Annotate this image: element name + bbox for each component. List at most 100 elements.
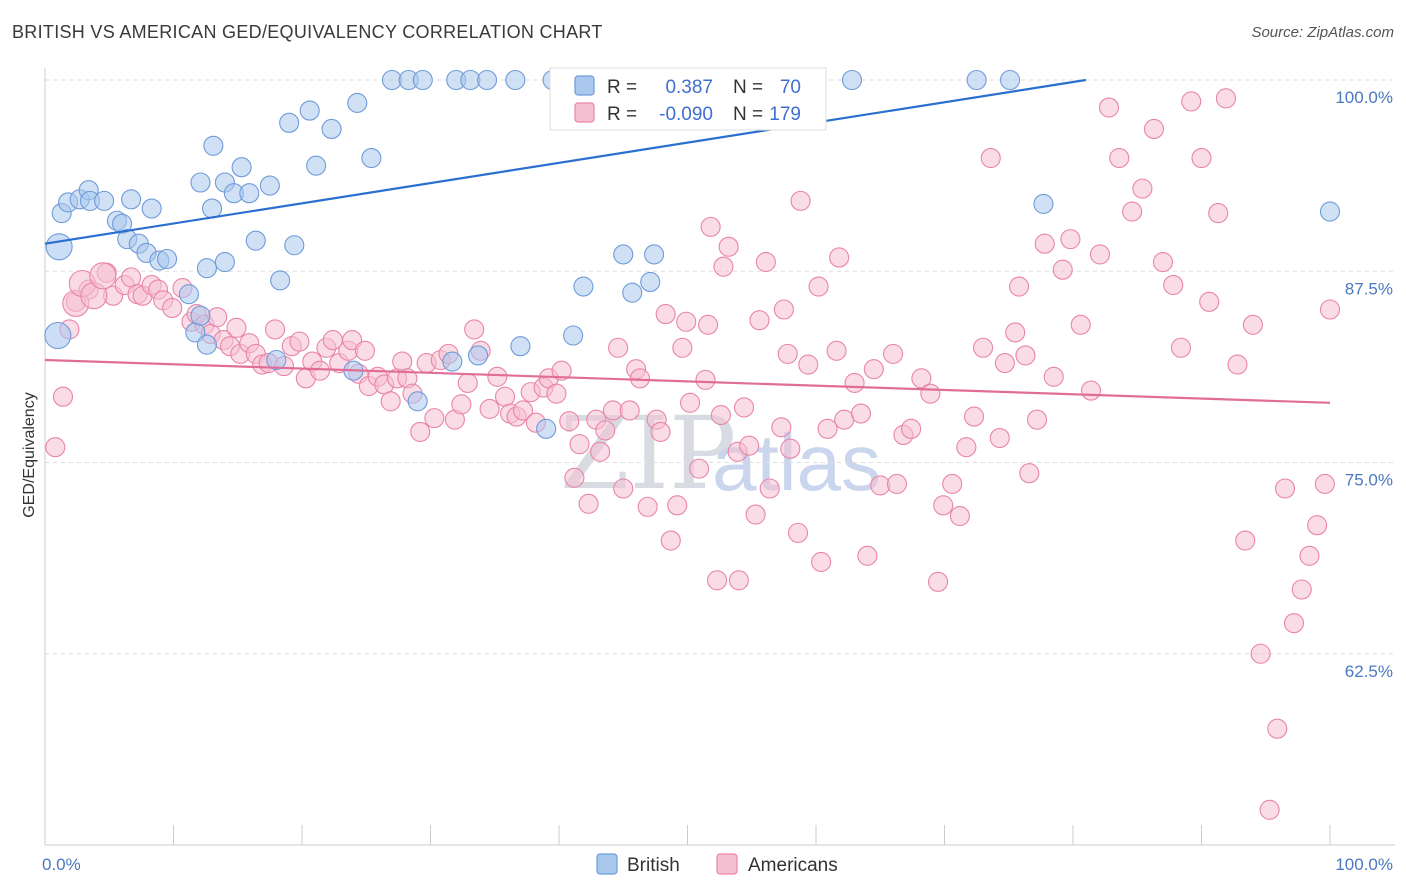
y-axis-label: GED/Equivalency — [21, 392, 38, 517]
british-point — [202, 198, 223, 219]
americans-point — [928, 571, 949, 592]
british-point — [259, 175, 280, 196]
british-point — [196, 258, 217, 279]
british-point — [510, 336, 531, 357]
chart-title: BRITISH VS AMERICAN GED/EQUIVALENCY CORR… — [12, 22, 603, 42]
americans-point — [749, 310, 770, 331]
x-tick-label-min: 0.0% — [42, 855, 81, 874]
british-point — [178, 284, 199, 305]
x-axis-ticks — [44, 825, 1331, 845]
americans-point — [1215, 88, 1236, 109]
bottom-legend-swatch-british — [596, 853, 618, 875]
british-point — [476, 69, 498, 91]
british-point — [203, 135, 224, 156]
americans-point — [829, 247, 850, 268]
british-point — [279, 112, 300, 133]
americans-point — [410, 421, 431, 442]
british-point — [622, 282, 643, 303]
americans-point — [667, 495, 688, 516]
british-point — [412, 69, 433, 91]
watermark-atlas: atlas — [712, 418, 881, 507]
british-point — [613, 244, 634, 265]
y-axis-tick-labels: 62.5% 75.0% 87.5% 100.0% — [1335, 88, 1393, 681]
americans-point — [718, 236, 739, 257]
americans-point — [207, 307, 228, 328]
americans-point — [700, 216, 721, 237]
americans-point — [619, 400, 640, 421]
legend-british-r-value: 0.387 — [665, 77, 713, 98]
british-point — [1033, 193, 1054, 214]
british-point — [407, 391, 428, 412]
bottom-legend-british: British — [627, 855, 680, 876]
americans-point — [911, 368, 932, 389]
americans-point — [798, 354, 819, 375]
americans-point — [52, 386, 74, 407]
british-point — [442, 351, 463, 372]
americans-point — [1235, 530, 1256, 551]
americans-point — [689, 458, 710, 479]
british-point — [361, 147, 382, 169]
british-point — [467, 345, 489, 366]
british-point — [640, 271, 661, 293]
americans-point — [920, 383, 941, 404]
british-point — [347, 92, 368, 113]
americans-point — [226, 317, 247, 338]
legend-swatch-americans — [574, 102, 595, 123]
americans-point — [1170, 337, 1191, 358]
x-tick-label-max: 100.0% — [1335, 855, 1393, 874]
legend-americans-r-value: -0.090 — [659, 104, 713, 125]
americans-point — [773, 299, 794, 320]
americans-point — [1143, 118, 1165, 140]
americans-point — [487, 366, 508, 387]
americans-point — [676, 311, 697, 332]
british-point — [999, 69, 1021, 91]
americans-point — [578, 493, 599, 514]
americans-point — [608, 337, 629, 358]
americans-point — [707, 570, 728, 591]
americans-trend-line — [44, 358, 1331, 404]
americans-point — [1070, 314, 1091, 335]
americans-point — [1314, 473, 1335, 494]
americans-point — [1043, 366, 1064, 387]
americans-point — [559, 411, 580, 432]
british-point — [1319, 201, 1341, 222]
americans-point — [121, 267, 142, 288]
americans-point — [698, 314, 719, 335]
americans-point — [342, 330, 363, 351]
british-point — [141, 198, 162, 219]
americans-point — [949, 505, 970, 527]
americans-point — [780, 438, 801, 459]
americans-point — [45, 437, 66, 458]
americans-point — [494, 386, 516, 407]
americans-point — [162, 297, 183, 319]
british-point — [460, 69, 481, 91]
americans-point — [629, 368, 651, 389]
legend-box — [549, 67, 827, 131]
americans-point — [1242, 314, 1263, 335]
americans-point — [392, 351, 413, 372]
british-point — [214, 252, 235, 273]
americans-point — [817, 418, 838, 439]
british-point — [563, 325, 584, 346]
americans-point — [811, 551, 832, 573]
americans-point — [1008, 276, 1030, 297]
americans-point — [309, 360, 331, 381]
americans-point — [1034, 233, 1055, 254]
americans-point — [1227, 354, 1248, 375]
americans-point — [650, 421, 671, 442]
americans-point — [1015, 345, 1036, 366]
americans-point — [1019, 463, 1040, 484]
americans-point — [826, 340, 847, 361]
british-point — [196, 334, 217, 355]
americans-point — [1208, 203, 1229, 224]
americans-point — [1122, 201, 1143, 222]
americans-point — [771, 417, 792, 438]
americans-point — [1080, 380, 1102, 401]
british-point — [573, 276, 594, 297]
americans-point — [739, 435, 760, 456]
americans-point — [886, 473, 908, 494]
americans-point — [964, 406, 985, 427]
americans-point — [1259, 799, 1280, 820]
americans-point — [1307, 515, 1328, 536]
americans-point — [808, 276, 829, 297]
